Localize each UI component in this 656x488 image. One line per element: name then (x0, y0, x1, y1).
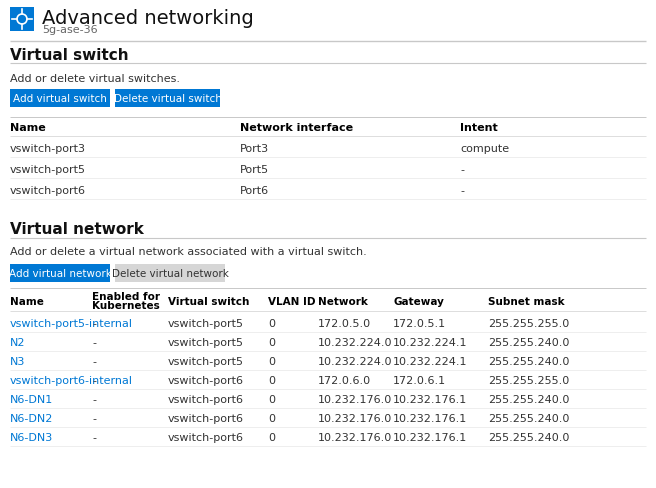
Text: 10.232.176.0: 10.232.176.0 (318, 394, 392, 404)
Text: Delete virtual switch: Delete virtual switch (113, 94, 222, 104)
Text: 0: 0 (268, 432, 275, 442)
Text: -: - (460, 164, 464, 175)
FancyBboxPatch shape (10, 90, 110, 108)
Text: 255.255.240.0: 255.255.240.0 (488, 394, 569, 404)
FancyBboxPatch shape (10, 264, 110, 283)
Text: vswitch-port5: vswitch-port5 (168, 337, 244, 347)
Text: 0: 0 (268, 394, 275, 404)
Text: Port6: Port6 (240, 185, 269, 196)
Text: Intent: Intent (460, 123, 498, 133)
Text: 172.0.6.1: 172.0.6.1 (393, 375, 446, 385)
Text: -: - (92, 356, 96, 366)
Text: Advanced networking: Advanced networking (42, 8, 254, 27)
Text: vswitch-port6: vswitch-port6 (168, 413, 244, 423)
Text: vswitch-port6: vswitch-port6 (10, 185, 86, 196)
Text: Add virtual network: Add virtual network (9, 268, 112, 279)
Text: 255.255.240.0: 255.255.240.0 (488, 337, 569, 347)
Text: Virtual network: Virtual network (10, 222, 144, 237)
Text: Add or delete a virtual network associated with a virtual switch.: Add or delete a virtual network associat… (10, 246, 367, 257)
Text: Network interface: Network interface (240, 123, 353, 133)
Text: 172.0.5.0: 172.0.5.0 (318, 318, 371, 328)
Text: 10.232.176.1: 10.232.176.1 (393, 394, 467, 404)
Text: -: - (92, 432, 96, 442)
Text: vswitch-port5: vswitch-port5 (10, 164, 86, 175)
Text: Virtual switch: Virtual switch (168, 296, 249, 306)
Text: vswitch-port6: vswitch-port6 (168, 432, 244, 442)
Text: vswitch-port6: vswitch-port6 (168, 394, 244, 404)
Text: 10.232.176.0: 10.232.176.0 (318, 432, 392, 442)
Text: Port3: Port3 (240, 143, 269, 154)
Text: Port5: Port5 (240, 164, 269, 175)
Text: 10.232.224.1: 10.232.224.1 (393, 356, 468, 366)
Text: -: - (92, 394, 96, 404)
Text: vswitch-port6: vswitch-port6 (168, 375, 244, 385)
Text: 10.232.176.0: 10.232.176.0 (318, 413, 392, 423)
Text: Name: Name (10, 296, 44, 306)
Text: 10.232.176.1: 10.232.176.1 (393, 413, 467, 423)
Text: vswitch-port6-internal: vswitch-port6-internal (10, 375, 133, 385)
Text: Add virtual switch: Add virtual switch (13, 94, 107, 104)
Text: -: - (460, 185, 464, 196)
Text: 10.232.224.0: 10.232.224.0 (318, 356, 392, 366)
Text: -: - (92, 413, 96, 423)
Text: Gateway: Gateway (393, 296, 444, 306)
Text: 0: 0 (268, 375, 275, 385)
Bar (10, 8, 34, 32)
Text: N2: N2 (10, 337, 26, 347)
Text: vswitch-port3: vswitch-port3 (10, 143, 86, 154)
Text: 0: 0 (268, 337, 275, 347)
Text: 10.232.176.1: 10.232.176.1 (393, 432, 467, 442)
Text: compute: compute (460, 143, 509, 154)
Text: VLAN ID: VLAN ID (268, 296, 316, 306)
Text: 255.255.240.0: 255.255.240.0 (488, 356, 569, 366)
Text: 5g-ase-36: 5g-ase-36 (42, 25, 98, 35)
Text: 255.255.255.0: 255.255.255.0 (488, 375, 569, 385)
FancyBboxPatch shape (115, 90, 220, 108)
Text: N6-DN3: N6-DN3 (10, 432, 53, 442)
Text: N6-DN1: N6-DN1 (10, 394, 53, 404)
Text: Name: Name (10, 123, 46, 133)
Text: vswitch-port5-internal: vswitch-port5-internal (10, 318, 133, 328)
Text: 0: 0 (268, 413, 275, 423)
Text: 0: 0 (268, 356, 275, 366)
Text: Delete virtual network: Delete virtual network (112, 268, 228, 279)
Text: 0: 0 (268, 318, 275, 328)
Text: 172.0.6.0: 172.0.6.0 (318, 375, 371, 385)
Text: -: - (92, 375, 96, 385)
FancyBboxPatch shape (115, 264, 225, 283)
Text: 255.255.255.0: 255.255.255.0 (488, 318, 569, 328)
Text: -: - (92, 318, 96, 328)
Text: Virtual switch: Virtual switch (10, 47, 129, 62)
Text: 172.0.5.1: 172.0.5.1 (393, 318, 446, 328)
Text: Add or delete virtual switches.: Add or delete virtual switches. (10, 74, 180, 84)
Text: Enabled for: Enabled for (92, 291, 160, 302)
Text: Kubernetes: Kubernetes (92, 301, 160, 310)
Text: vswitch-port5: vswitch-port5 (168, 356, 244, 366)
Text: 10.232.224.0: 10.232.224.0 (318, 337, 392, 347)
Text: -: - (92, 337, 96, 347)
Text: Subnet mask: Subnet mask (488, 296, 565, 306)
Text: vswitch-port5: vswitch-port5 (168, 318, 244, 328)
Text: N6-DN2: N6-DN2 (10, 413, 53, 423)
Text: 255.255.240.0: 255.255.240.0 (488, 432, 569, 442)
Text: 10.232.224.1: 10.232.224.1 (393, 337, 468, 347)
Text: 255.255.240.0: 255.255.240.0 (488, 413, 569, 423)
Text: N3: N3 (10, 356, 26, 366)
Text: Network: Network (318, 296, 368, 306)
